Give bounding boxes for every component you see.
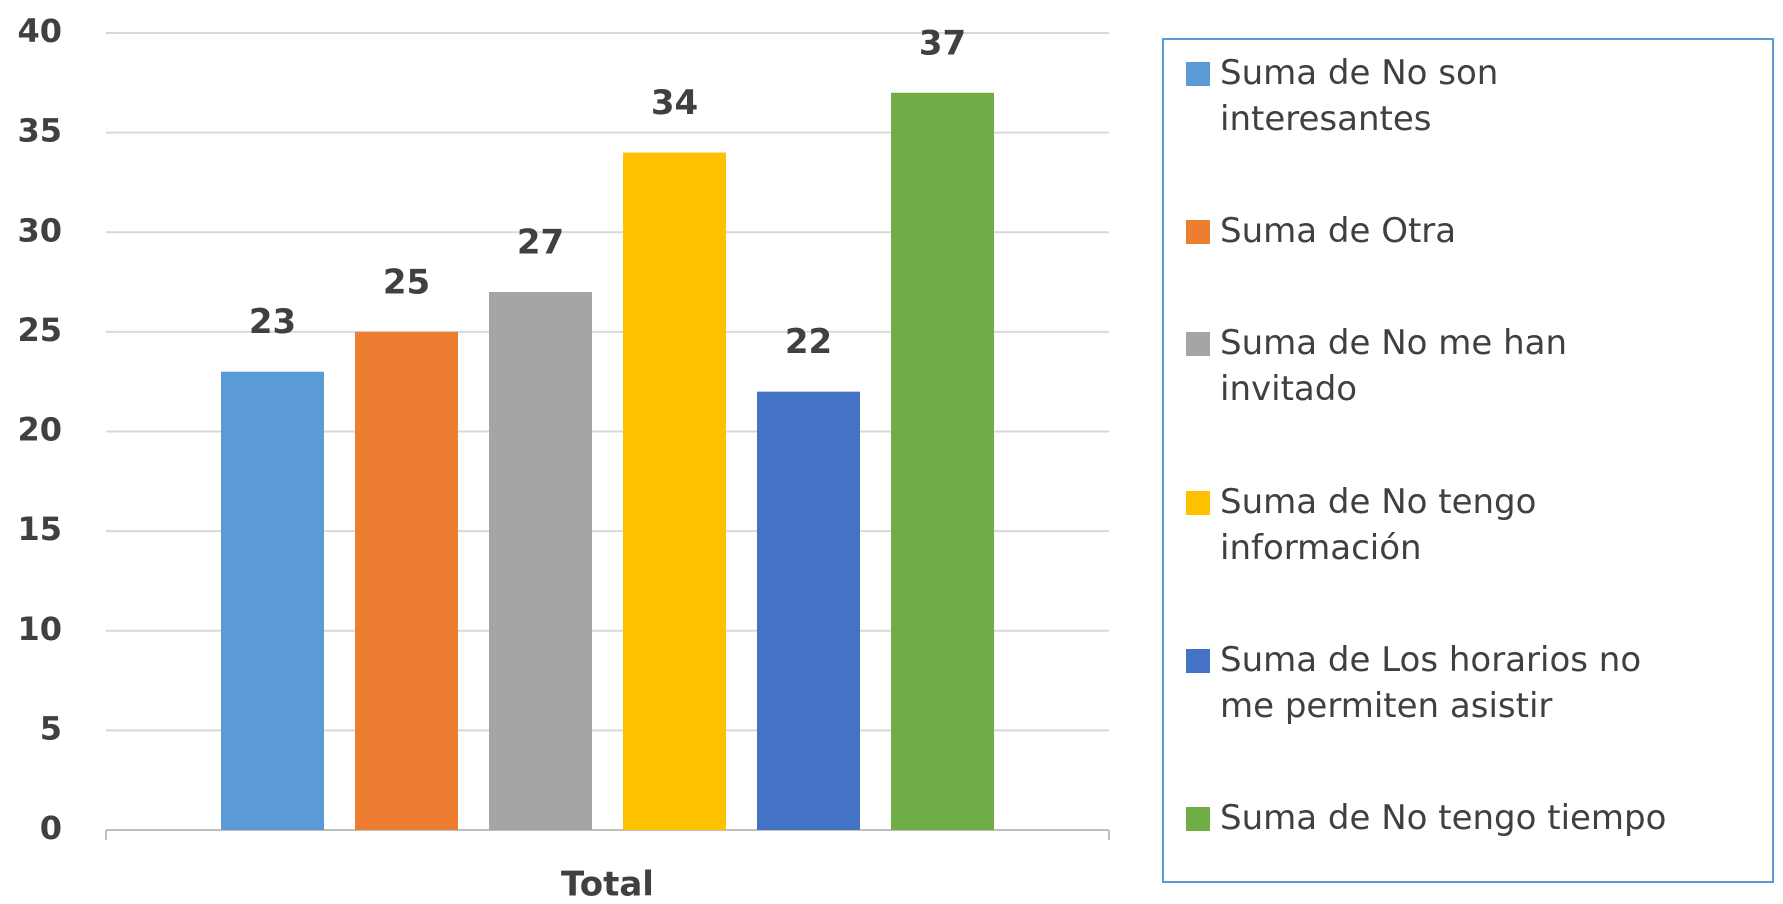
y-tick-label: 30: [17, 211, 62, 249]
legend-swatch: [1186, 490, 1210, 515]
legend-label: Suma de No son interesantes: [1220, 53, 1499, 139]
legend-label: Suma de Los horarios no me permiten asis…: [1220, 639, 1642, 726]
data-label: 34: [651, 83, 698, 123]
legend-label: Suma de Otra: [1220, 211, 1457, 252]
y-tick-label: 35: [17, 112, 62, 150]
legend-swatch: [1186, 648, 1210, 673]
legend-swatch: [1186, 806, 1210, 831]
x-tick-label: Total: [561, 865, 654, 904]
legend: Suma de No son interesantes Suma de Otra S…: [1162, 38, 1774, 883]
legend-label: Suma de No me han invitado: [1220, 323, 1568, 410]
legend-item: Suma de No tengo información: [1186, 479, 1690, 571]
y-tick-label: 40: [17, 12, 62, 50]
data-label: 25: [383, 262, 430, 302]
bar: [489, 292, 592, 830]
legend-item: Suma de No son interesantes: [1186, 50, 1690, 142]
legend-item: Suma de No tengo tiempo: [1186, 795, 1690, 841]
bar: [891, 92, 994, 830]
legend-item: Suma de Otra: [1186, 208, 1690, 254]
legend-item: Suma de Los horarios no me permiten asis…: [1186, 637, 1690, 729]
legend-label: Suma de No tengo tiempo: [1220, 797, 1667, 838]
data-label: 22: [785, 322, 832, 362]
legend-swatch: [1186, 220, 1210, 245]
bar: [757, 391, 860, 830]
y-tick-label: 15: [17, 510, 62, 548]
legend-item: Suma de No me han invitado: [1186, 320, 1690, 412]
y-tick-label: 5: [40, 709, 62, 747]
bar: [355, 331, 458, 830]
legend-swatch: [1186, 332, 1210, 357]
y-tick-label: 10: [17, 610, 62, 648]
legend-swatch: [1186, 62, 1210, 86]
bar: [221, 371, 324, 830]
bar: [623, 152, 726, 831]
data-label: 37: [919, 23, 966, 63]
data-label: 23: [249, 302, 296, 342]
y-tick-label: 25: [17, 311, 62, 349]
y-tick-label: 20: [17, 411, 62, 449]
legend-label: Suma de No tengo información: [1220, 481, 1537, 568]
chart: 0 5 10 15 20 25 30 35 40 Total 23 25 27 34 22 37: [17, 12, 1110, 904]
data-label: 27: [517, 223, 564, 263]
y-tick-label: 0: [40, 809, 62, 847]
